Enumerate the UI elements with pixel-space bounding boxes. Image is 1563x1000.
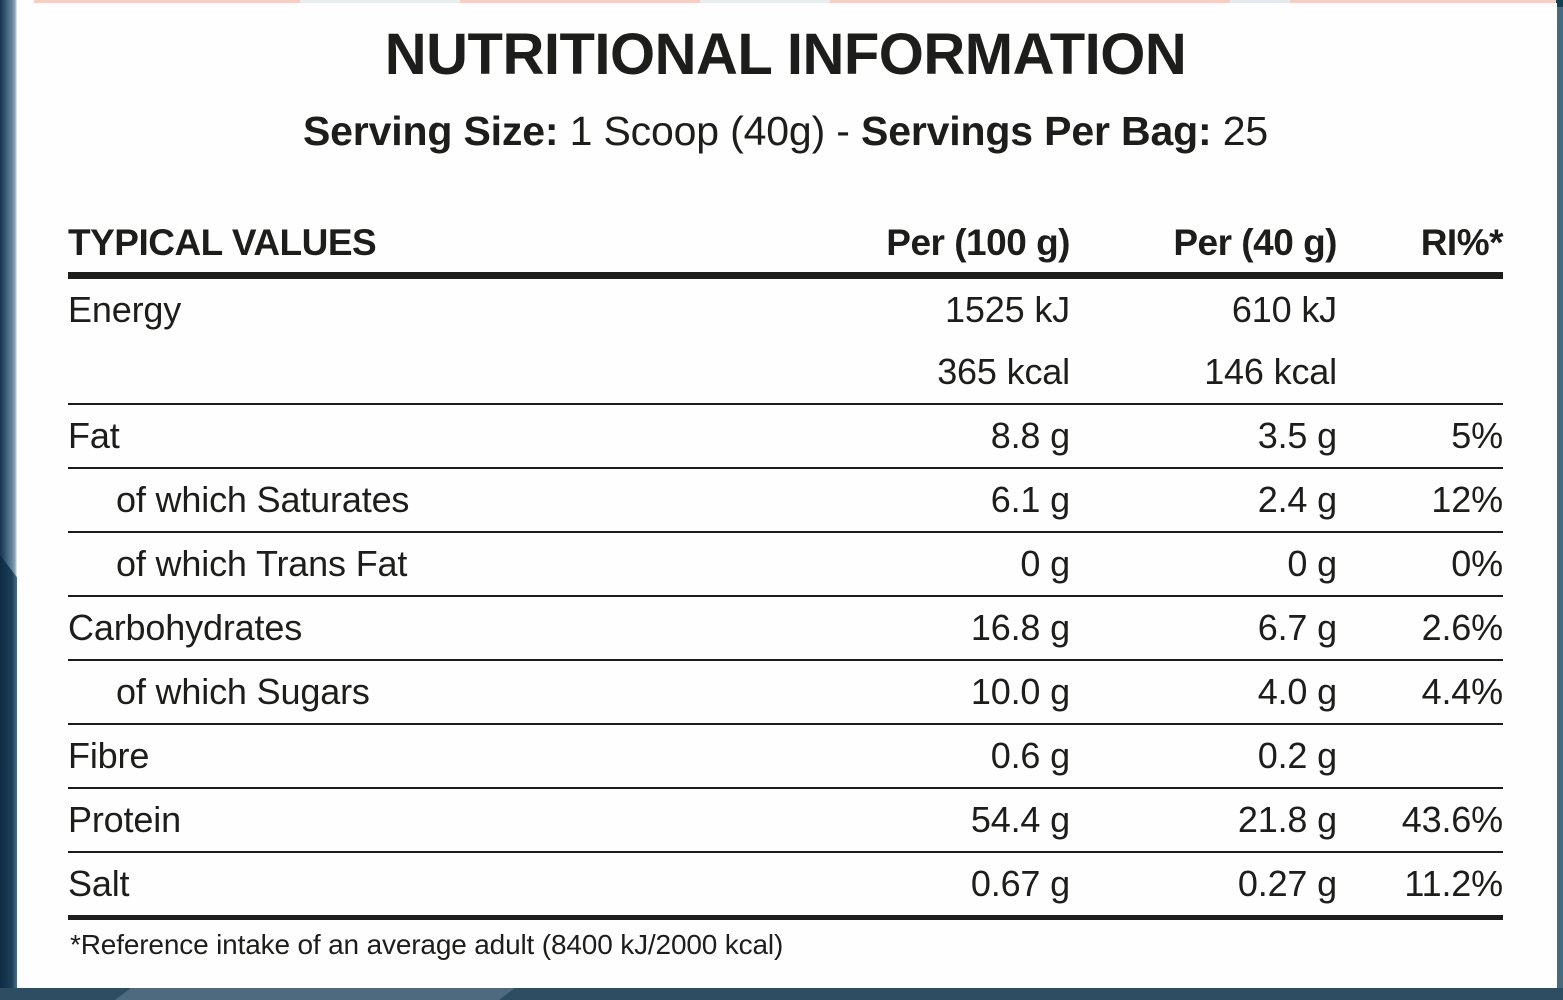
row-label: of which Saturates [116, 478, 410, 520]
col-header-typical-values: TYPICAL VALUES [68, 201, 808, 279]
table-row-fat: Fat 8.8 g 3.5 g 5% [68, 404, 1503, 468]
value-per-100g: 8.8 g [990, 414, 1070, 456]
value-per-40g: 610 kJ [1231, 288, 1337, 330]
left-frame-bar [0, 0, 17, 1000]
row-label: Carbohydrates [68, 606, 303, 648]
servings-per-bag-label: Servings Per Bag: [861, 107, 1212, 154]
serving-size-value: 1 Scoop (40g) - [569, 107, 850, 154]
top-edge-strip [0, 0, 1563, 3]
table-header-row: TYPICAL VALUES Per (100 g) Per (40 g) RI… [68, 201, 1504, 279]
table-row-salt: Salt 0.67 g 0.27 g 11.2% [68, 852, 1503, 918]
value-per-40g: 4.0 g [1257, 670, 1337, 712]
value-ri-percent: 0% [1451, 542, 1503, 584]
value-per-40g: 0.27 g [1237, 862, 1337, 904]
row-label: of which Trans Fat [116, 542, 408, 584]
table-row-protein: Protein 54.4 g 21.8 g 43.6% [68, 788, 1503, 852]
col-header-per-40g: Per (40 g) [1070, 201, 1338, 279]
value-per-100g-kcal: 365 kcal [937, 350, 1070, 392]
servings-per-bag-value: 25 [1222, 107, 1269, 154]
bottom-frame-bar [0, 988, 1563, 1000]
col-header-per-100g: Per (100 g) [808, 201, 1071, 279]
table-row-energy: Energy 1525 kJ 365 kcal 610 kJ 146 kcal [68, 275, 1503, 404]
row-label: Energy [68, 288, 182, 330]
col-header-ri-percent: RI%* [1337, 201, 1504, 279]
value-ri-percent: 4.4% [1421, 670, 1504, 712]
value-per-40g: 0 g [1287, 542, 1337, 584]
value-per-40g: 0.2 g [1257, 734, 1337, 776]
value-per-40g-kcal: 146 kcal [1204, 350, 1337, 392]
value-ri-percent: 2.6% [1421, 606, 1504, 648]
serving-line: Serving Size: 1 Scoop (40g) - Servings P… [68, 107, 1503, 156]
value-per-100g: 0 g [1020, 542, 1070, 584]
value-ri-percent [1337, 724, 1503, 788]
table-row-fibre: Fibre 0.6 g 0.2 g [68, 724, 1503, 788]
nutrition-table: TYPICAL VALUES Per (100 g) Per (40 g) RI… [68, 201, 1504, 920]
value-per-40g: 3.5 g [1257, 414, 1337, 456]
value-per-40g: 2.4 g [1257, 478, 1337, 520]
value-per-40g: 6.7 g [1257, 606, 1337, 648]
table-row-trans-fat: of which Trans Fat 0 g 0 g 0% [68, 532, 1503, 596]
row-label: Protein [68, 798, 181, 840]
table-row-sugars: of which Sugars 10.0 g 4.0 g 4.4% [68, 660, 1503, 724]
value-ri-percent: 11.2% [1404, 862, 1503, 904]
value-ri-percent [1337, 275, 1503, 404]
row-label: Fibre [68, 734, 150, 776]
table-row-saturates: of which Saturates 6.1 g 2.4 g 12% [68, 468, 1503, 532]
value-per-100g: 1525 kJ [945, 288, 1070, 330]
value-ri-percent: 43.6% [1401, 798, 1503, 840]
row-label: of which Sugars [116, 670, 370, 712]
value-per-100g: 6.1 g [990, 478, 1070, 520]
serving-size-label: Serving Size: [302, 107, 559, 154]
table-row-carbohydrates: Carbohydrates 16.8 g 6.7 g 2.6% [68, 596, 1503, 660]
value-ri-percent: 12% [1431, 478, 1503, 520]
left-frame-bar-shadow [0, 555, 17, 1000]
row-label: Salt [68, 862, 130, 904]
page-title: NUTRITIONAL INFORMATION [384, 22, 1187, 87]
right-frame-bar [1557, 0, 1563, 1000]
value-per-100g: 16.8 g [970, 606, 1070, 648]
value-ri-percent: 5% [1451, 414, 1503, 456]
value-per-100g: 54.4 g [970, 798, 1070, 840]
value-per-100g: 10.0 g [970, 670, 1070, 712]
value-per-100g: 0.67 g [970, 862, 1070, 904]
row-label: Fat [68, 414, 120, 456]
reference-intake-footnote: *Reference intake of an average adult (8… [70, 928, 784, 960]
value-per-40g: 21.8 g [1237, 798, 1337, 840]
bottom-frame-highlight [115, 988, 515, 1000]
value-per-100g: 0.6 g [990, 734, 1070, 776]
